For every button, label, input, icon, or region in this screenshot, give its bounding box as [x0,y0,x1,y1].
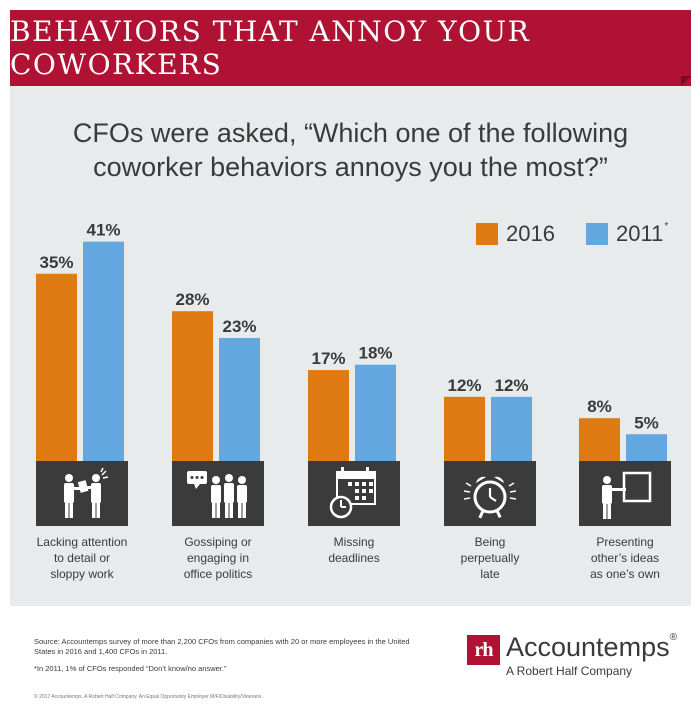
title-banner [10,10,691,86]
category-label-1: Lacking attention to detail or sloppy wo… [17,534,147,582]
category-icon-box-5 [579,461,671,526]
page-title: BEHAVIORS THAT ANNOY YOUR COWORKERS [10,15,531,81]
brand-tagline: A Robert Half Company [506,664,633,678]
gossip-icon [187,471,247,518]
legend-swatch-2016 [476,223,498,245]
category-label-line: other’s ideas [590,551,660,565]
legend-label-2011: 2011 [616,221,664,246]
category-label-2: Gossiping or engaging in office politics [153,534,283,582]
category-label-line: sloppy work [50,567,114,581]
category-label-line: Being [474,535,506,549]
brand-name: Accountemps® [506,632,677,663]
question-line-2: coworker behaviors annoys you the most?” [93,152,608,182]
category-label-5: Presenting other’s ideas as one’s own [560,534,690,582]
legend-swatch-2011 [586,223,608,245]
brand-name-text: Accountemps [506,632,670,662]
question-line-1: CFOs were asked, “Which one of the follo… [72,118,629,148]
category-label-line: to detail or [53,551,111,565]
category-label-line: late [480,567,500,581]
copyright-note: © 2017 Accountemps. A Robert Half Compan… [34,694,263,700]
category-label-line: Presenting [596,535,654,549]
legend-label-2016: 2016 [506,221,555,246]
category-icon-box-2 [172,461,264,526]
category-label-line: Gossiping or [184,535,252,549]
legend-footnote-marker: * [664,220,669,232]
category-icon-box-4 [444,461,536,526]
category-label-line: perpetually [460,551,520,565]
legend-item-2016: 2016 [476,221,555,246]
legend-item-2011: 2011 * [586,220,669,246]
calendar-clock-icon [329,467,376,519]
category-label-4: Being perpetually late [425,534,555,582]
category-label-line: deadlines [328,551,380,565]
category-label-line: Lacking attention [36,535,128,549]
banner-fold [681,76,691,86]
category-label-line: office politics [183,567,253,581]
survey-question: CFOs were asked, “Which one of the follo… [10,116,691,184]
registered-mark: ® [669,632,677,643]
alarm-clock-icon [463,476,517,519]
category-label-line: as one’s own [590,567,660,581]
category-icon-box-3 [308,461,400,526]
category-label-line: Missing [333,535,375,549]
discussion-icon [64,467,109,518]
category-label-3: Missing deadlines [289,534,419,566]
presentation-icon [602,471,652,519]
category-label-line: engaging in [186,551,250,565]
footnote: *In 2011, 1% of CFOs responded “Don’t kn… [34,664,227,673]
rh-logo: rh [467,635,500,665]
source-note: Source: Accountemps survey of more than … [34,637,410,656]
category-icon-box-1 [36,461,128,526]
